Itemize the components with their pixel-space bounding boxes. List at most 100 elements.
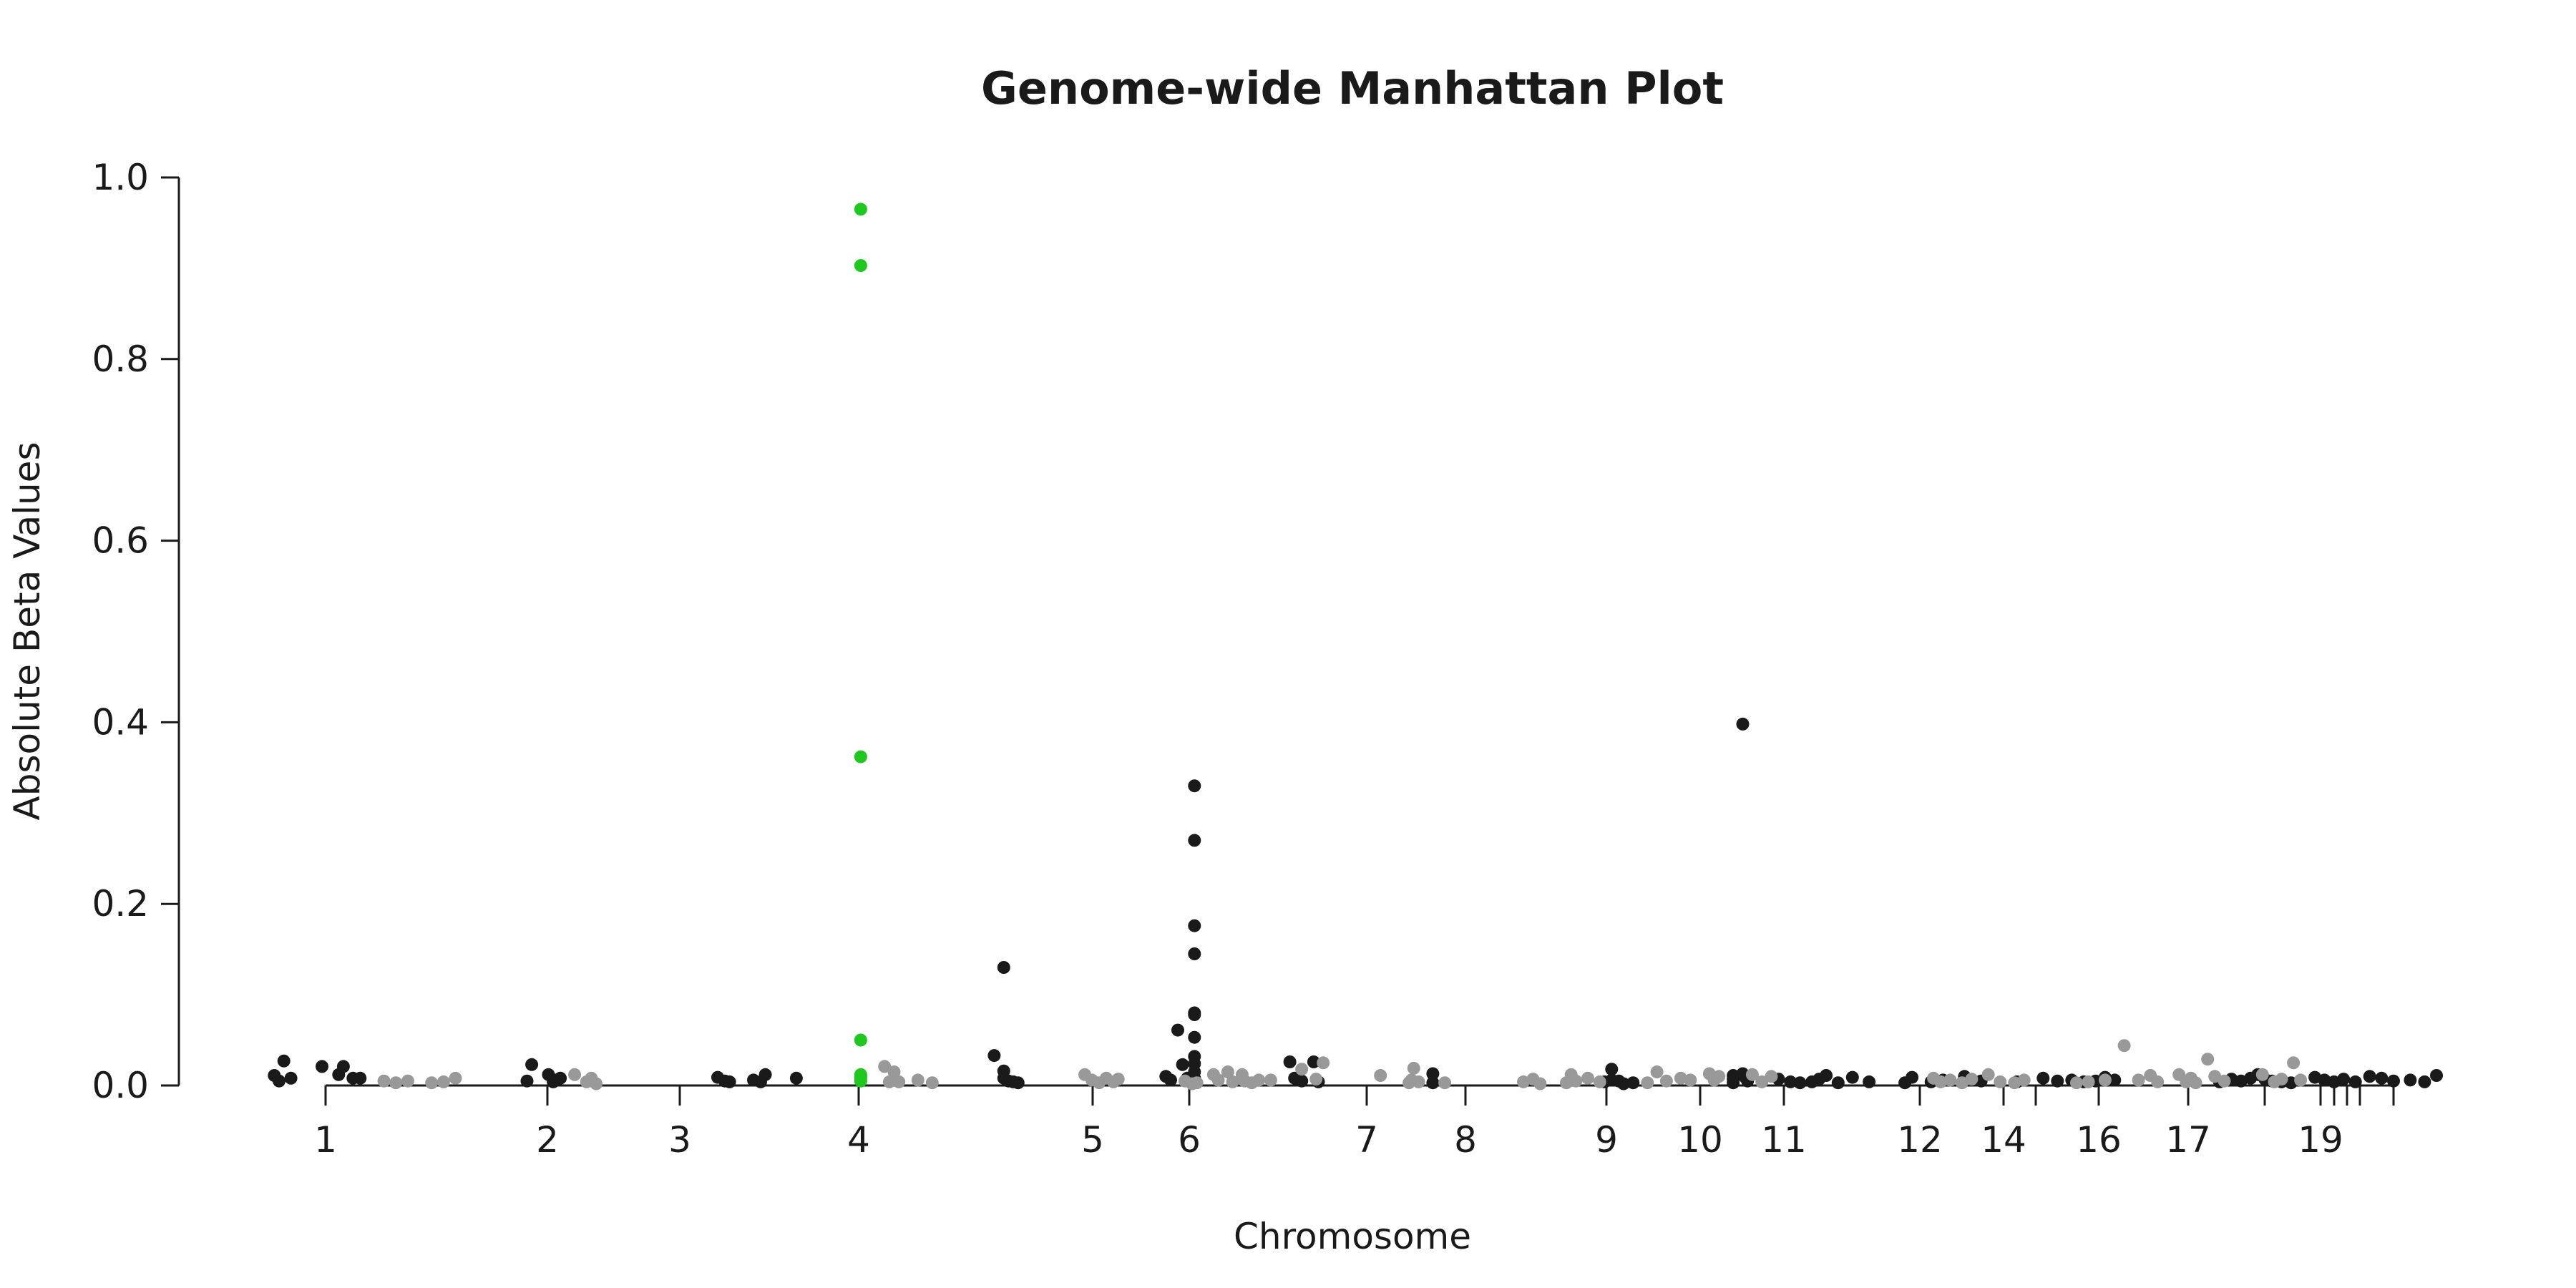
odd-chromosome-point [1906,1070,1919,1084]
even-chromosome-point [1650,1065,1664,1078]
even-chromosome-point [590,1077,603,1091]
even-chromosome-point [1581,1071,1594,1085]
even-chromosome-point [1684,1073,1697,1087]
x-tick-label: 5 [1081,1119,1104,1161]
odd-chromosome-point [1626,1076,1640,1090]
even-chromosome-point [1111,1073,1125,1086]
odd-chromosome-point [1283,1055,1297,1068]
data-points [268,203,2443,1091]
x-tick-label: 11 [1761,1119,1807,1161]
even-chromosome-point [449,1071,462,1085]
odd-chromosome-point [1793,1076,1807,1090]
odd-chromosome-point [316,1060,328,1073]
x-tick-label: 14 [1981,1119,2026,1161]
even-chromosome-point [887,1065,901,1078]
odd-chromosome-point [284,1071,298,1085]
even-chromosome-point [1317,1056,1330,1070]
odd-chromosome-point [1188,779,1201,793]
y-tick-label: 0.4 [92,701,149,743]
x-tick-label: 4 [847,1119,870,1161]
even-chromosome-point [2117,1039,2131,1053]
even-chromosome-point [401,1074,414,1088]
even-chromosome-point [892,1075,906,1088]
odd-chromosome-point [2348,1075,2362,1088]
odd-chromosome-point [997,961,1010,974]
odd-chromosome-point [547,1075,560,1088]
even-chromosome-point [878,1060,892,1073]
odd-chromosome-point [1831,1076,1845,1090]
odd-chromosome-point [1188,834,1201,847]
even-chromosome-point [2151,1075,2165,1088]
odd-chromosome-point [2418,1075,2431,1088]
odd-chromosome-point [2375,1071,2389,1085]
even-chromosome-point [1659,1074,1673,1088]
odd-chromosome-point [2404,1073,2417,1087]
odd-chromosome-point [1727,1076,1740,1090]
odd-chromosome-point [336,1060,350,1073]
highlighted-point [854,203,867,216]
even-chromosome-point [1438,1076,1452,1090]
even-chromosome-point [2218,1074,2231,1088]
odd-chromosome-point [1307,1055,1320,1068]
even-chromosome-point [1712,1070,1726,1083]
highlighted-point [854,750,867,763]
even-chromosome-point [2082,1075,2095,1088]
odd-chromosome-point [2337,1073,2351,1086]
odd-chromosome-point [1426,1076,1440,1090]
even-chromosome-point [1981,1068,1995,1081]
y-tick-label: 1.0 [92,157,149,198]
x-tick-label: 16 [2076,1119,2122,1161]
even-chromosome-point [1226,1075,1239,1088]
even-chromosome-point [1641,1076,1654,1090]
y-tick-label: 0.8 [92,338,149,380]
odd-chromosome-point [1295,1074,1309,1088]
even-chromosome-point [425,1076,439,1090]
even-chromosome-point [2017,1073,2031,1087]
even-chromosome-point [1593,1075,1606,1088]
odd-chromosome-point [2363,1070,2376,1083]
odd-chromosome-point [2108,1073,2122,1087]
even-chromosome-point [1221,1065,1234,1078]
odd-chromosome-point [2318,1073,2331,1087]
y-axis-label: Absolute Beta Values [6,442,48,821]
even-chromosome-point [1755,1075,1769,1088]
x-tick-label: 6 [1178,1119,1201,1161]
odd-chromosome-point [1171,1023,1184,1037]
odd-chromosome-point [758,1068,772,1081]
x-tick-label: 19 [2298,1119,2343,1161]
y-tick-label: 0.0 [92,1065,149,1106]
even-chromosome-point [1569,1074,1583,1088]
odd-chromosome-point [1820,1069,1833,1082]
x-axis-label: Chromosome [1234,1216,1471,1257]
odd-chromosome-point [1176,1058,1189,1071]
even-chromosome-point [1674,1071,1687,1085]
odd-chromosome-point [1164,1073,1177,1087]
even-chromosome-point [2255,1068,2269,1081]
x-tick-label: 9 [1595,1119,1618,1161]
odd-chromosome-point [2051,1074,2064,1088]
x-tick-label: 3 [668,1119,691,1161]
even-chromosome-point [1252,1073,1266,1087]
even-chromosome-point [377,1074,391,1088]
highlighted-point [854,1070,867,1083]
even-chromosome-point [1994,1075,2007,1088]
even-chromosome-point [2275,1073,2288,1086]
y-tick-label: 0.2 [92,883,149,924]
even-chromosome-point [1412,1075,1425,1088]
odd-chromosome-point [1188,919,1201,932]
odd-chromosome-point [2387,1074,2400,1088]
x-tick-label: 1 [314,1119,337,1161]
even-chromosome-point [2201,1053,2215,1066]
odd-chromosome-point [789,1071,803,1085]
even-chromosome-point [2294,1073,2308,1087]
odd-chromosome-point [2430,1069,2443,1082]
even-chromosome-point [1745,1068,1759,1081]
odd-chromosome-point [1863,1075,1876,1088]
chart-title: Genome-wide Manhattan Plot [981,62,1724,114]
even-chromosome-point [1965,1073,1979,1086]
even-chromosome-point [2070,1076,2083,1090]
odd-chromosome-point [1188,947,1201,960]
odd-chromosome-point [520,1074,534,1088]
odd-chromosome-point [1188,1008,1201,1021]
even-chromosome-point [1264,1073,1277,1087]
